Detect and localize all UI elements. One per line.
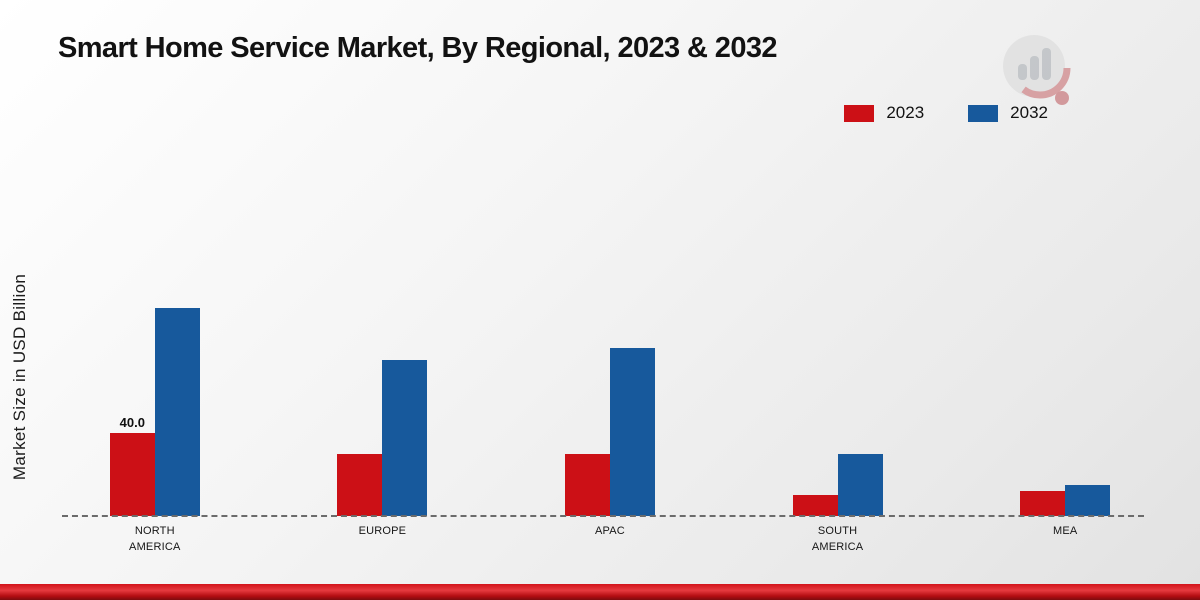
category-labels: NORTH AMERICA EUROPE APAC SOUTH AMERICA MEA — [41, 524, 1179, 556]
bars-mea — [1020, 485, 1111, 516]
bars-apac — [564, 348, 655, 516]
bar-wrap-2023-europe — [337, 454, 383, 516]
legend-label-2023: 2023 — [886, 103, 925, 122]
bar-wrap-2023-south-america — [792, 495, 838, 516]
bars-europe — [337, 360, 428, 516]
bar-group-south-america — [724, 0, 952, 516]
bar-2032-mea — [1065, 485, 1111, 516]
bar-wrap-2023-north-america: 40.0 — [109, 415, 155, 516]
bar-2023-south-america — [792, 495, 838, 516]
category-label-mea: MEA — [1052, 525, 1078, 537]
bar-wrap-2032-mea — [1065, 485, 1111, 516]
category-label-south-america: SOUTH AMERICA — [811, 525, 864, 553]
x-axis-baseline — [62, 515, 1144, 517]
bar-group-apac — [496, 0, 724, 516]
legend-label-2032: 2032 — [1010, 103, 1048, 122]
bar-2023-mea — [1020, 491, 1066, 516]
watermark-logo-icon — [1003, 35, 1071, 105]
bar-wrap-2032-apac — [609, 348, 655, 516]
category-label-apac: APAC — [595, 525, 625, 537]
legend-item-2023: 2023 — [844, 103, 924, 123]
bar-wrap-2023-apac — [564, 454, 610, 516]
legend-swatch-2023 — [844, 104, 875, 122]
bar-2023-north-america — [109, 433, 155, 516]
category-label-north-america: NORTH AMERICA — [129, 525, 181, 553]
legend: 2023 2032 — [844, 103, 1048, 123]
bar-2023-apac — [564, 454, 610, 516]
bar-wrap-2032-europe — [382, 360, 428, 516]
bar-groups: 40.0 — [41, 0, 1179, 516]
footer-accent-bar — [0, 584, 1200, 600]
bar-group-north-america: 40.0 — [41, 0, 269, 516]
category-label-europe: EUROPE — [358, 525, 407, 537]
bar-2032-south-america — [837, 454, 883, 516]
bar-2032-north-america — [154, 308, 200, 516]
bar-2032-europe — [382, 360, 428, 516]
bar-value-label-2023-north-america: 40.0 — [119, 415, 145, 430]
bar-group-europe — [269, 0, 497, 516]
plot-area: 40.0 — [41, 0, 1179, 516]
bar-wrap-2032-south-america — [837, 454, 883, 516]
bar-2023-europe — [337, 454, 383, 516]
chart-title: Smart Home Service Market, By Regional, … — [58, 32, 778, 64]
bar-wrap-2032-north-america — [154, 308, 200, 516]
bars-south-america — [792, 454, 883, 516]
bar-wrap-2023-mea — [1020, 491, 1066, 516]
bar-2032-apac — [609, 348, 655, 516]
legend-swatch-2032 — [968, 104, 999, 122]
bar-group-mea — [951, 0, 1179, 516]
bars-north-america: 40.0 — [109, 308, 200, 516]
legend-item-2032: 2032 — [968, 103, 1048, 123]
y-axis-label: Market Size in USD Billion — [10, 273, 29, 481]
